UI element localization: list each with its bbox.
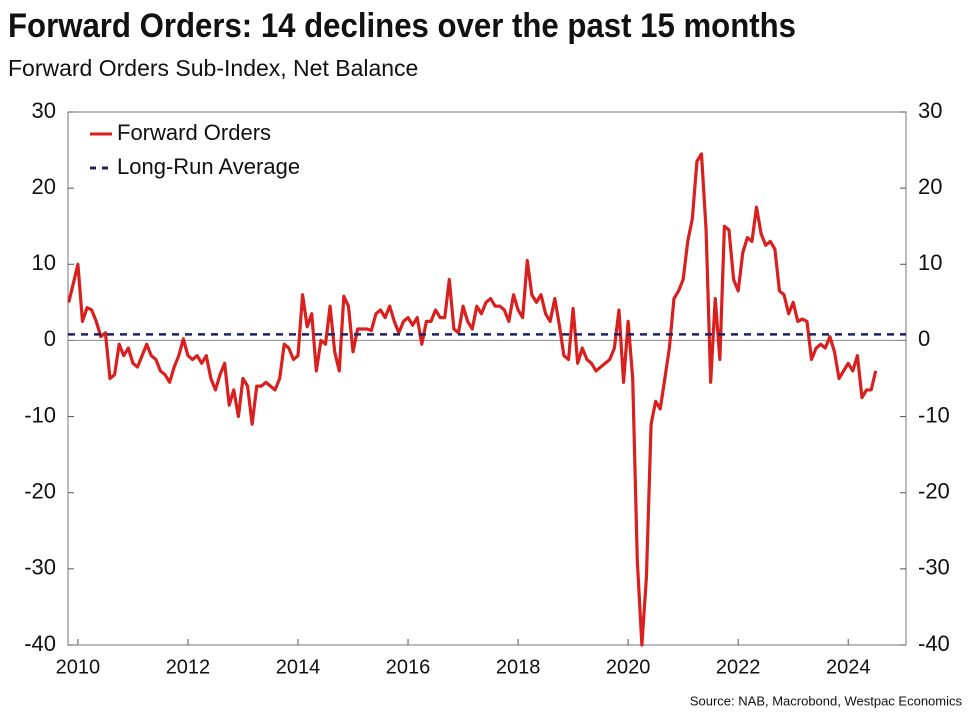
x-tick-label: 2022 <box>716 656 761 678</box>
series-line <box>67 152 878 647</box>
y2-tick-label: -20 <box>918 479 950 504</box>
x-tick-label: 2010 <box>56 656 101 678</box>
x-tick-label: 2012 <box>166 656 211 678</box>
chart-title: Forward Orders: 14 declines over the pas… <box>8 7 796 45</box>
y-tick-label: -40 <box>24 631 56 656</box>
x-tick-label: 2024 <box>826 656 871 678</box>
y2-tick-label: -30 <box>918 555 950 580</box>
x-tick-label: 2020 <box>606 656 651 678</box>
y-tick-label: -30 <box>24 555 56 580</box>
y-tick-label: 10 <box>32 250 56 275</box>
x-tick-label: 2016 <box>386 656 431 678</box>
legend-label: Long-Run Average <box>117 154 300 179</box>
y-tick-label: 30 <box>32 98 56 123</box>
x-tick-label: 2018 <box>496 656 541 678</box>
y-tick-label: -20 <box>24 479 56 504</box>
y2-tick-label: -10 <box>918 402 950 427</box>
chart-subtitle: Forward Orders Sub-Index, Net Balance <box>8 55 418 81</box>
y2-tick-label: 0 <box>918 326 930 351</box>
y-tick-label: 0 <box>44 326 56 351</box>
x-tick-label: 2014 <box>276 656 321 678</box>
y2-tick-label: -40 <box>918 631 950 656</box>
legend-label: Forward Orders <box>117 120 271 145</box>
y2-tick-label: 30 <box>918 98 942 123</box>
plot-frame <box>67 111 907 646</box>
source-note: Source: NAB, Macrobond, Westpac Economic… <box>690 693 963 708</box>
y-tick-label: 20 <box>32 174 56 199</box>
y-tick-label: -10 <box>24 402 56 427</box>
y2-tick-label: 10 <box>918 250 942 275</box>
y2-tick-label: 20 <box>918 174 942 199</box>
